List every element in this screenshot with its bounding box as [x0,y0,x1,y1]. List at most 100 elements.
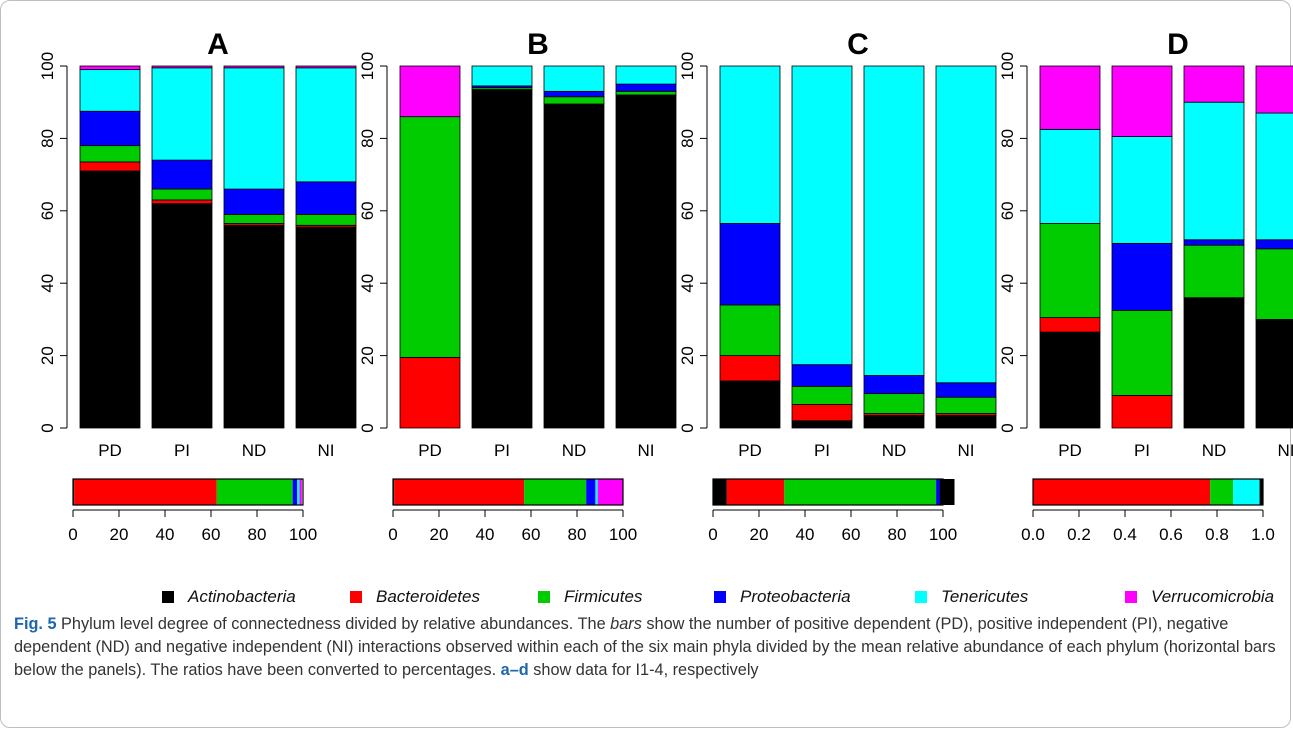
panel-d-bar-pd-verrucomicrobia [1039,65,1101,130]
panel-b-category-label-nd: ND [562,441,587,460]
panel-a-category-label-ni: NI [318,441,335,460]
panel-c-bar-pd-bacteroidetes [719,355,781,382]
panel-c-bar-ni-tenericutes [935,65,997,384]
panel-d-bar-pi-firmicutes [1111,309,1173,396]
panel-d-bar-pd-firmicutes [1039,223,1101,318]
panel-c-bar-pi-tenericutes [791,65,853,366]
panel-d-bar-pi-verrucomicrobia [1111,65,1173,137]
panel-d-hbar-x-tick-label: 1.0 [1251,525,1275,544]
legend-label: Firmicutes [564,587,643,606]
panel-c-hbar-segment-firmicutes [784,479,937,505]
panel-a-hbar-x-tick-label: 40 [156,525,175,544]
panel-b-bar-pd-bacteroidetes [399,357,461,429]
legend-label: Verrucomicrobia [1151,587,1275,606]
legend-label: Tenericutes [941,587,1029,606]
panel-b-hbar-outline [392,478,624,506]
panel-c-y-tick-label: 100 [678,52,697,80]
panel-d-bar-ni-verrucomicrobia [1255,65,1293,114]
figure-charts: A 0 20 40 60 80 100 PD PI ND NI 0 20 40 60 80 100 B 0 20 40 6… [38,28,1293,544]
panel-d-y-tick-label: 40 [998,274,1017,293]
panel-b-bar-pd-firmicutes [399,116,461,358]
panel-d-bar-ni-tenericutes [1255,112,1293,241]
legend-item-actinobacteria: Actinobacteria [162,582,296,612]
panel-b-bar-nd-tenericutes [543,65,605,92]
panel-a-hbar-segment-verrucomicrobia [299,479,302,505]
panel-b-bar-ni-tenericutes [615,65,677,85]
panel-a-bar-pd-tenericutes [79,69,141,112]
panel-a-y-tick-label: 0 [38,423,57,432]
panel-c-bar-ni-firmicutes [935,396,997,414]
panel-c-bar-pi-actinobacteria [791,420,853,429]
panel-c-y-tick-label: 60 [678,201,697,220]
panel-a-title: A [207,28,229,61]
panel-b-bar-ni-firmicutes [615,90,677,96]
panel-a-bar-pd-actinobacteria [79,170,141,429]
panel-b-hbar-x-tick-label: 80 [568,525,587,544]
panel-d-bar-nd-verrucomicrobia [1183,65,1245,103]
panel-c-bar-pi-bacteroidetes [791,404,853,422]
panel-b-hbar-x-tick-label: 100 [609,525,637,544]
panel-d-bar-pd-tenericutes [1039,128,1101,224]
legend-swatch [162,591,174,603]
panel-a-category-label-nd: ND [242,441,267,460]
panel-c-category-label-pi: PI [814,441,830,460]
panel-d-title: D [1167,28,1189,61]
panel-b-bar-pi-actinobacteria [471,89,533,429]
panel-b-bar-nd-proteobacteria [543,90,605,98]
panel-d-hbar-outline [1032,478,1264,506]
panel-a-bar-ni-actinobacteria [295,226,357,429]
panel-b-bar-nd-firmicutes [543,96,605,105]
panel-c-hbar-x-tick-label: 80 [888,525,907,544]
panel-a-hbar-x-tick-label: 20 [110,525,129,544]
legend-swatch [538,591,550,603]
panel-c-hbar-x-tick-label: 100 [929,525,957,544]
panel-b-bar-pi-tenericutes [471,65,533,87]
panel-c-bar-ni-actinobacteria [935,414,997,429]
panel-a-bar-pi-verrucomicrobia [151,65,213,69]
panel-a-bar-pi-actinobacteria [151,203,213,429]
panel-b-y-tick-label: 60 [358,201,377,220]
panel-d-hbar-x-tick-label: 0.4 [1113,525,1137,544]
panel-c-bar-pd-firmicutes [719,304,781,357]
panel-d-bar-pi-bacteroidetes [1111,395,1173,429]
panel-a-bar-pd-verrucomicrobia [79,65,141,71]
panel-b-y-tick-label: 0 [358,423,377,432]
panel-a-bar-pi-proteobacteria [151,159,213,190]
legend-item-proteobacteria: Proteobacteria [714,582,851,612]
panel-d-category-label-pd: PD [1058,441,1082,460]
panel-c-hbar-x-tick-label: 60 [842,525,861,544]
panel-d-category-label-ni: NI [1278,441,1293,460]
panel-a-bar-nd-actinobacteria [223,224,285,429]
panel-d-bar-nd-proteobacteria [1183,239,1245,246]
panel-c-category-label-ni: NI [958,441,975,460]
panel-a-y-tick-label: 20 [38,346,57,365]
panel-d-bar-nd-firmicutes [1183,244,1245,299]
panel-c-hbar-segment-actinobacteria [939,479,955,505]
panel-a-y-tick-label: 80 [38,129,57,148]
panel-a-hbar-segment-bacteroidetes [74,479,217,505]
panel-d-category-label-nd: ND [1202,441,1227,460]
panel-d-y-tick-label: 100 [998,52,1017,80]
panel-c-bar-nd-tenericutes [863,65,925,376]
panel-a-hbar-segment-proteobacteria [292,479,298,505]
panel-d-y-tick-label: 80 [998,129,1017,148]
caption-part1: Phylum level degree of connectedness div… [56,615,611,633]
panel-d-bar-nd-actinobacteria [1183,297,1245,429]
panel-d-hbar-segment-tenericutes [1233,479,1260,505]
panel-d-bar-pi-tenericutes [1111,136,1173,244]
panel-c-hbar-segment-bacteroidetes [726,479,785,505]
panel-a-hbar-x-tick-label: 100 [289,525,317,544]
legend-swatch [1125,591,1137,603]
panel-b-hbar-segment-bacteroidetes [394,479,525,505]
panel-d-bar-nd-tenericutes [1183,101,1245,241]
panel-a-bar-ni-verrucomicrobia [295,65,357,69]
panel-c-hbar-segment-actinobacteria [713,479,727,505]
panel-a-hbar-segment-tenericutes [297,479,300,505]
panel-c-bar-pi-firmicutes [791,385,853,405]
panel-d-hbar-x-tick-label: 0.0 [1021,525,1045,544]
panel-c-y-tick-label: 20 [678,346,697,365]
panel-b-bar-ni-actinobacteria [615,94,677,429]
panel-b-hbar-x-tick-label: 40 [476,525,495,544]
panel-c-bar-nd-firmicutes [863,393,925,414]
panel-a-bar-nd-tenericutes [223,67,285,190]
